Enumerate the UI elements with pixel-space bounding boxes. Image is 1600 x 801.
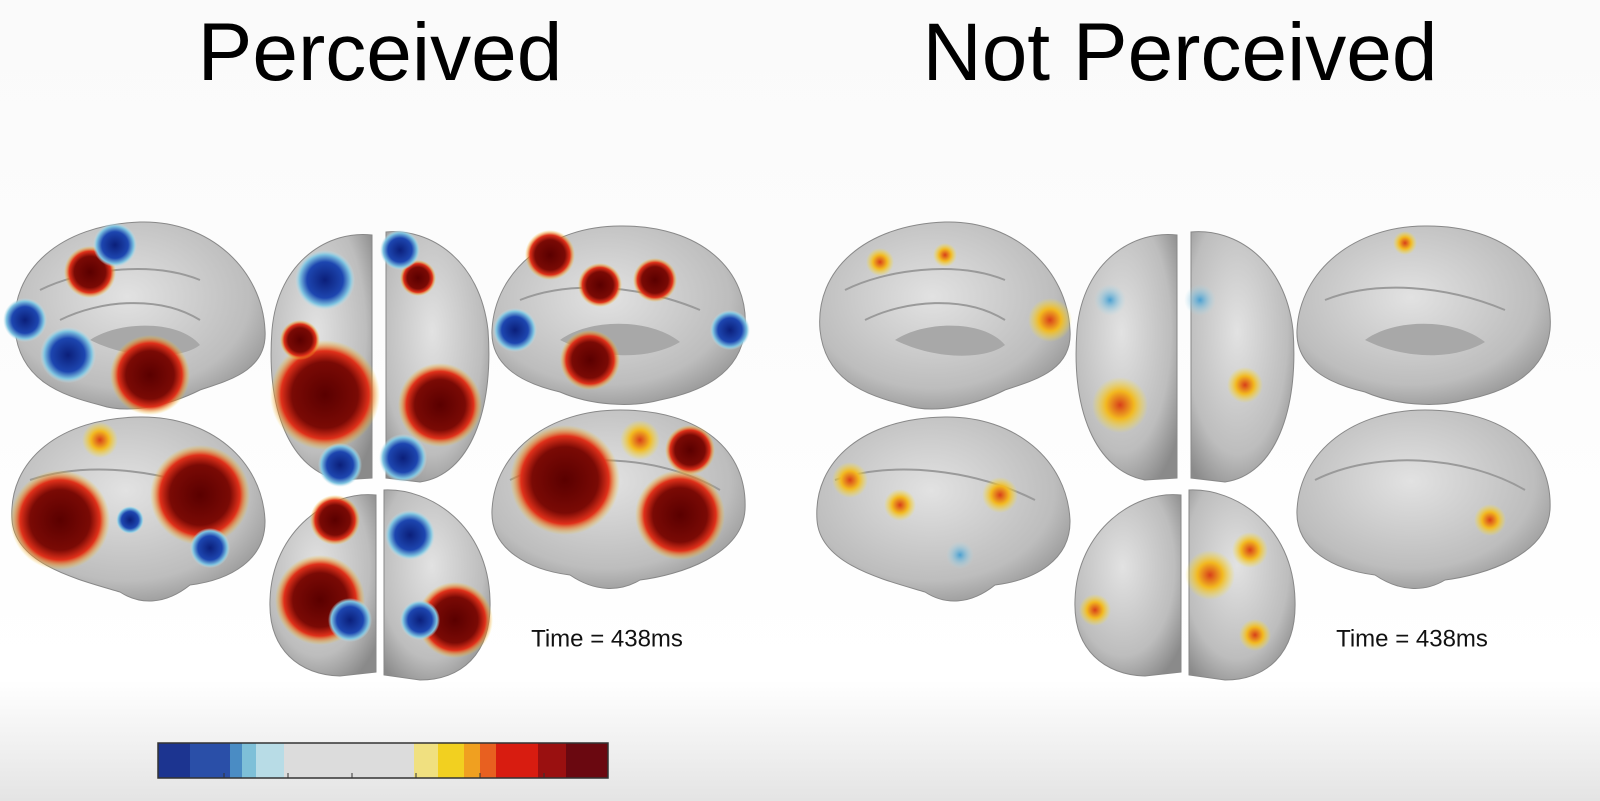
activation-blobs: [3, 223, 750, 658]
perceived-panel: Perceived: [3, 7, 750, 681]
colorbar: [157, 742, 609, 779]
not-perceived-panel: Not Perceived Time = 438ms: [815, 7, 1552, 681]
time-label: Time = 438ms: [1336, 625, 1488, 652]
panel-title: Not Perceived: [922, 7, 1437, 98]
panel-title: Perceived: [198, 7, 563, 98]
time-label: Time = 438ms: [531, 625, 683, 652]
activation-blobs: [832, 231, 1506, 651]
